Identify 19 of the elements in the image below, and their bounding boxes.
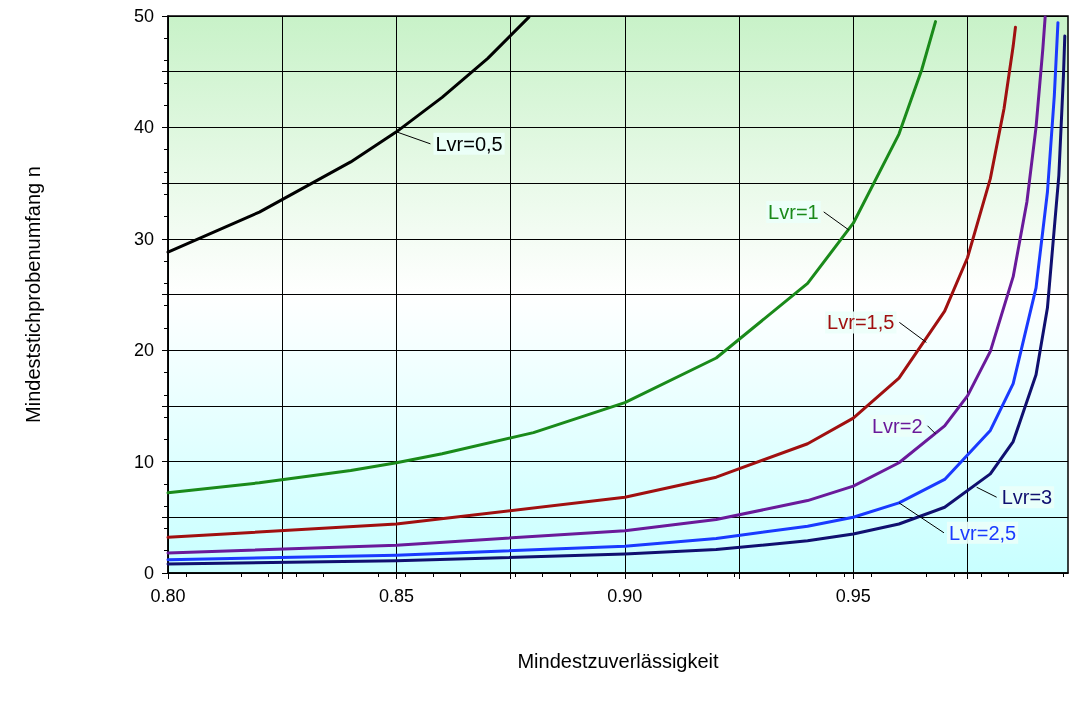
- annotation: Lvr=2,5: [948, 521, 1017, 544]
- line-series: [166, 20, 938, 495]
- annotation: Lvr=2: [871, 414, 923, 437]
- y-tick-label: 10: [133, 451, 154, 472]
- x-tick-label: 0.90: [607, 586, 643, 606]
- y-tick-label: 50: [133, 6, 154, 26]
- x-tick-label: 0.85: [378, 586, 414, 606]
- x-axis-title: Mindestzuverlässigkeit: [517, 650, 720, 672]
- y-tick-label: 40: [133, 117, 154, 138]
- x-tick-label: 0.95: [835, 586, 871, 606]
- annotation: Lvr=3: [1001, 486, 1053, 509]
- annotation: Lvr=1: [768, 200, 819, 223]
- y-tick-label: 30: [133, 228, 154, 249]
- y-tick-label: 20: [133, 340, 154, 361]
- annotation: Lvr=0,5: [435, 132, 503, 155]
- x-tick-label: 0.80: [150, 586, 186, 606]
- y-tick-label: 0: [143, 563, 154, 583]
- annotation: Lvr=1,5: [827, 311, 895, 334]
- y-axis-title: Mindeststichprobenumfang n: [22, 166, 44, 423]
